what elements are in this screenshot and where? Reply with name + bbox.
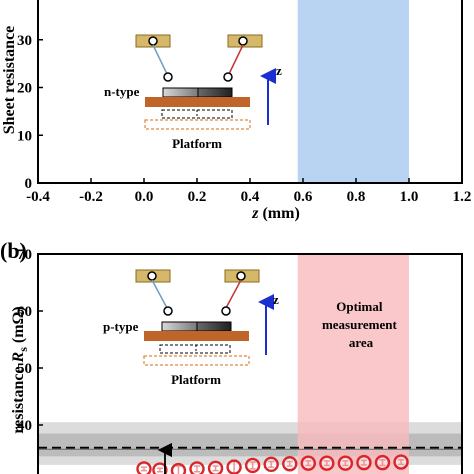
region-label-line-2: measurement: [322, 317, 398, 332]
marker: [152, 462, 168, 474]
x-tick-label: 0.6: [294, 189, 313, 205]
inset-type-label: p-type: [103, 319, 139, 334]
y-axis-label: resistance Rs (mΩ): [10, 306, 30, 433]
data-point: [337, 455, 354, 471]
data-point: [374, 454, 391, 471]
y-tick-label: 70: [17, 247, 32, 263]
inset-platform-label: Platform: [171, 372, 221, 387]
data-point: [300, 455, 316, 471]
x-tick-label: -0.2: [79, 189, 103, 205]
marker: [207, 460, 224, 474]
data-point: [226, 459, 242, 474]
inset-type-label: n-type: [104, 84, 140, 99]
data-point: [393, 454, 409, 470]
region-label: Optimal measurement area: [322, 299, 400, 350]
shaded-region: [297, 0, 409, 183]
marker: [244, 457, 261, 474]
marker: [337, 455, 354, 471]
data-point: [152, 462, 168, 474]
x-axis-var: z: [251, 205, 259, 222]
marker: [226, 459, 242, 474]
marker: [189, 461, 205, 474]
shaded-region: [297, 254, 409, 474]
data-point: [263, 456, 279, 473]
data-point: [282, 456, 298, 472]
x-tick-label: 1.0: [400, 189, 419, 205]
x-tick-label: 0.8: [347, 189, 366, 205]
y-tick-label: 40: [17, 0, 32, 1]
panel-a: -0.4-0.20.00.20.40.60.81.01.2 010203040 …: [1, 0, 471, 222]
x-tick-label: 0.4: [241, 189, 260, 205]
region-label-line-1: Optimal: [336, 299, 383, 314]
y-tick-label: 60: [17, 304, 32, 320]
inset-axis-label: z: [276, 63, 282, 78]
panel-label: (b): [0, 238, 27, 263]
x-tick-label: 1.2: [453, 189, 472, 205]
inset-platform-label: Platform: [172, 136, 222, 151]
inset-axis-label: z: [273, 292, 279, 307]
y-axis-unit: (mΩ): [10, 306, 27, 347]
x-axis-unit: (mm): [258, 205, 299, 222]
marker: [319, 455, 335, 471]
y-tick-label: 50: [17, 361, 32, 377]
y-tick-label: 20: [17, 81, 32, 97]
panel-b: 3040506070 (b) resistance Rs (mΩ) Optima…: [0, 238, 463, 474]
marker: [282, 456, 298, 472]
y-axis-label: Sheet resistance: [1, 26, 18, 135]
x-axis-label: z (mm): [251, 205, 300, 222]
marker: [136, 461, 152, 474]
x-tick-label: -0.4: [26, 189, 50, 205]
y-tick-label: 40: [17, 418, 32, 434]
marker: [374, 454, 391, 471]
inset-diagram-a: n-type Platform z: [104, 34, 282, 151]
inset-diagram-b: p-type Platform z: [103, 269, 279, 387]
y-axis-prefix: resistance: [10, 362, 27, 433]
data-point: [207, 460, 224, 474]
data-point: [356, 454, 372, 471]
data-point: [189, 461, 205, 474]
marker: [356, 454, 372, 471]
marker: [393, 454, 409, 470]
data-point: [170, 462, 187, 474]
data-point: [244, 457, 261, 474]
y-axis-sub: s: [16, 347, 30, 352]
y-axis-var: R: [10, 351, 27, 363]
x-tick-label: 0.0: [135, 189, 154, 205]
region-label-line-3: area: [349, 335, 374, 350]
marker: [170, 462, 187, 474]
marker: [300, 455, 316, 471]
y-tick-label: 0: [25, 176, 33, 192]
marker: [263, 456, 279, 473]
y-tick-label: 10: [17, 128, 32, 144]
y-tick-label: 30: [17, 33, 32, 49]
data-point: [319, 455, 335, 471]
data-point: [136, 461, 152, 474]
x-tick-label: 0.2: [188, 189, 207, 205]
